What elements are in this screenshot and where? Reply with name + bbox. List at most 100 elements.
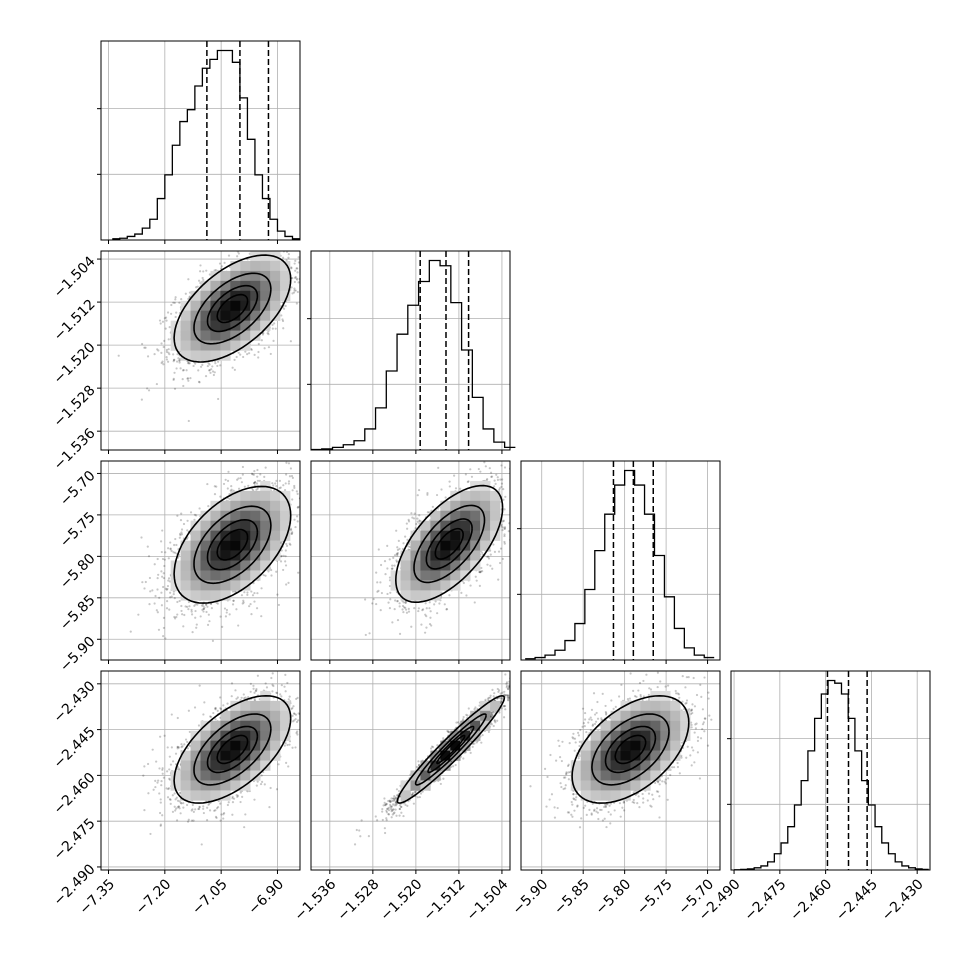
sample-point [290, 267, 292, 269]
density-cell [230, 301, 240, 311]
sample-point [416, 517, 418, 519]
sample-point [518, 559, 520, 561]
sample-point [497, 479, 499, 481]
density-cell [220, 271, 230, 281]
sample-point [257, 243, 259, 245]
sample-point [234, 369, 236, 371]
density-cell [260, 521, 270, 531]
sample-point [179, 537, 181, 539]
sample-point [148, 389, 150, 391]
density-cell [470, 511, 480, 521]
sample-point [270, 574, 272, 576]
sample-point [207, 804, 209, 806]
sample-point [398, 548, 400, 550]
sample-point [199, 806, 201, 808]
sample-point [293, 519, 295, 521]
sample-point [219, 802, 221, 804]
sample-point [187, 278, 189, 280]
sample-point [194, 808, 196, 810]
sample-point [270, 353, 272, 355]
sample-point [238, 352, 240, 354]
sample-point [502, 499, 504, 501]
sample-point [226, 611, 228, 613]
density-panel [101, 209, 335, 450]
sample-point [242, 466, 244, 468]
density-cell [411, 590, 421, 600]
sample-point [220, 820, 222, 822]
sample-point [291, 498, 293, 500]
sample-point [156, 383, 158, 385]
sample-point [180, 605, 182, 607]
density-cell [250, 561, 260, 571]
sample-point [418, 529, 420, 531]
density-cell [201, 331, 211, 341]
sample-point [297, 572, 299, 574]
sample-point [293, 289, 295, 291]
density-cell [270, 491, 280, 501]
sample-point [386, 567, 388, 569]
sample-point [398, 540, 400, 542]
sample-point [494, 480, 496, 482]
sample-point [263, 476, 265, 478]
sample-point [489, 467, 491, 469]
sample-point [387, 602, 389, 604]
sample-point [168, 577, 170, 579]
sample-point [180, 519, 182, 521]
sample-point [140, 536, 142, 538]
sample-point [169, 592, 171, 594]
sample-point [180, 812, 182, 814]
sample-point [161, 362, 163, 364]
sample-point [284, 560, 286, 562]
sample-point [426, 607, 428, 609]
sample-point [516, 459, 518, 461]
sample-point [137, 614, 139, 616]
sample-point [243, 693, 245, 695]
sample-point [243, 826, 245, 828]
sample-point [267, 332, 269, 334]
sample-point [180, 531, 182, 533]
sample-point [182, 625, 184, 627]
density-cell [480, 491, 490, 501]
sample-point [256, 482, 258, 484]
sample-point [191, 613, 193, 615]
density-cell [191, 321, 201, 331]
sample-point [157, 574, 159, 576]
sample-point [183, 614, 185, 616]
sample-point [469, 584, 471, 586]
density-cell [201, 570, 211, 580]
density-cell [270, 301, 280, 311]
sample-point [491, 568, 493, 570]
sample-point [202, 808, 204, 810]
sample-point [226, 703, 228, 705]
sample-point [408, 608, 410, 610]
sample-point [389, 598, 391, 600]
sample-point [424, 632, 426, 634]
sample-point [192, 804, 194, 806]
sample-point [172, 353, 174, 355]
sample-point [240, 477, 242, 479]
sample-point [265, 466, 267, 468]
sample-point [154, 595, 156, 597]
sample-point [289, 543, 291, 545]
sample-point [176, 515, 178, 517]
sample-point [297, 520, 299, 522]
sample-point [202, 279, 204, 281]
sample-point [163, 627, 165, 629]
sample-point [256, 607, 258, 609]
sample-point [195, 286, 197, 288]
sample-point [396, 546, 398, 548]
sample-point [463, 582, 465, 584]
sample-point [217, 710, 219, 712]
sample-point [202, 805, 204, 807]
sample-point [252, 688, 254, 690]
sample-point [425, 602, 427, 604]
sample-point [226, 609, 228, 611]
density-cell [480, 541, 490, 551]
sample-point [290, 340, 292, 342]
sample-point [303, 740, 305, 742]
sample-point [500, 547, 502, 549]
sample-point [389, 607, 391, 609]
sample-point [280, 695, 282, 697]
sample-point [287, 582, 289, 584]
density-cell [250, 491, 260, 501]
